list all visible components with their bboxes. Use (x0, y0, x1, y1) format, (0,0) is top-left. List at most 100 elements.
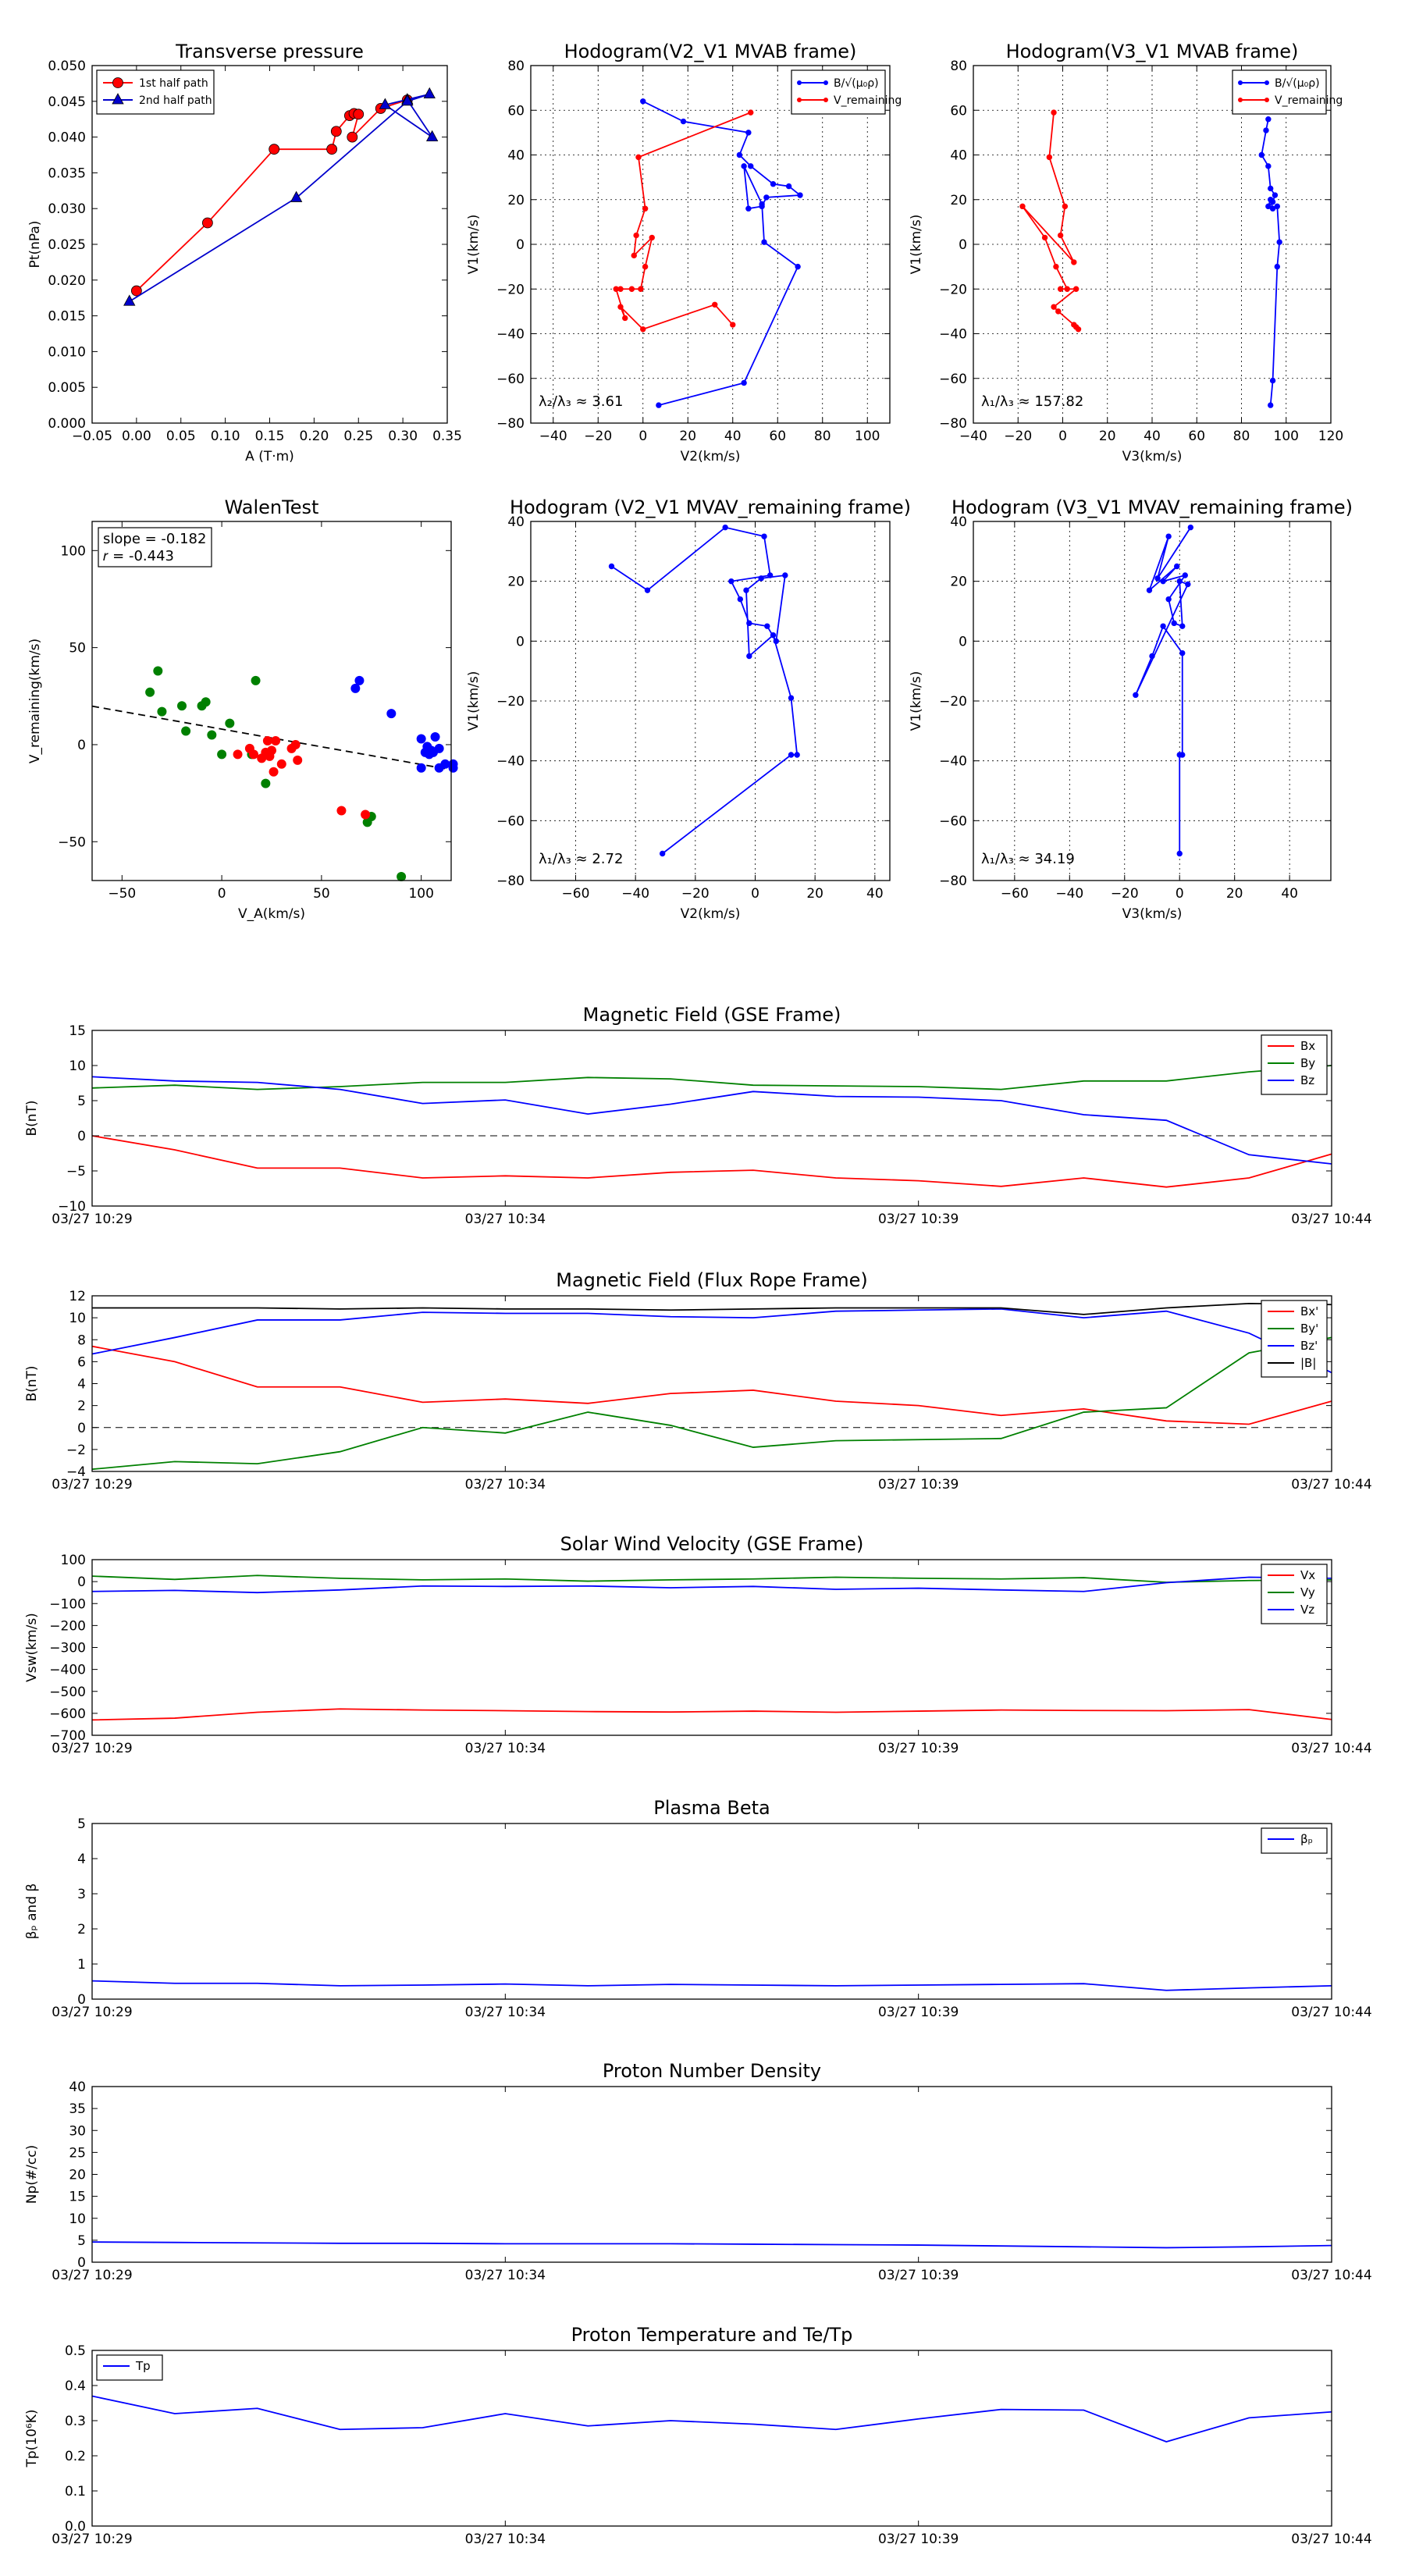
y-tick-label: 8 (77, 1332, 86, 1348)
legend-label: |B| (1300, 1356, 1316, 1370)
chart-title: Hodogram(V2_V1 MVAB frame) (564, 41, 857, 62)
y-tick-label: 0 (77, 1574, 86, 1590)
data-point (1274, 203, 1281, 210)
data-point (788, 695, 795, 701)
y-tick-label: 2 (77, 1399, 86, 1414)
x-tick-label: 40 (724, 429, 742, 444)
legend-label: By' (1300, 1322, 1318, 1336)
chart-vel: 03/27 10:29 03/27 10:34 03/27 10:39 03/27 1… (24, 1533, 1372, 1756)
chart-title: Proton Number Density (603, 2060, 821, 2082)
data-point (430, 732, 440, 742)
y-tick-label: −60 (496, 372, 525, 387)
y-tick-label: −700 (49, 1728, 86, 1744)
x-tick-label: 40 (866, 886, 884, 902)
legend-marker (797, 80, 802, 85)
y-axis-label: V1(km/s) (909, 671, 924, 731)
chart-h1: −40 −20 0 20 40 60 80 100 −80 −60 −40 −20 0 20 40 60 80 H… (466, 41, 902, 464)
chart-title: Hodogram (V3_V1 MVAV_remaining frame) (951, 496, 1353, 518)
series-line-magGSE-2 (91, 1076, 1332, 1165)
x-tick-label: 0 (218, 886, 226, 902)
chart-title: Hodogram (V2_V1 MVAV_remaining frame) (510, 496, 911, 518)
data-point (233, 749, 243, 760)
data-point (1268, 185, 1274, 192)
y-tick-label: −300 (49, 1641, 86, 1656)
y-tick-label: 0.045 (48, 94, 86, 110)
series-line-vel-1 (91, 1574, 1332, 1583)
legend-label: B/√(μ₀ρ) (834, 77, 879, 90)
y-tick-label: 40 (950, 148, 967, 164)
y-tick-label: 0.015 (48, 309, 86, 325)
y-axis-label: B(nT) (24, 1365, 40, 1401)
x-tick-label: 03/27 10:34 (465, 1212, 546, 1227)
y-tick-label: 0.025 (48, 237, 86, 253)
data-point (759, 201, 765, 208)
legend-marker (112, 93, 124, 105)
series-line-tpT-0 (91, 2395, 1332, 2443)
x-tick-label: −0.05 (72, 429, 112, 444)
x-tick-label: 03/27 10:29 (52, 1212, 132, 1227)
legend-marker (797, 98, 802, 102)
data-point (293, 755, 303, 765)
data-point (761, 239, 767, 245)
data-point (608, 563, 615, 570)
legend-label: By (1300, 1056, 1315, 1070)
y-axis-label: B(nT) (24, 1100, 40, 1136)
y-tick-label: 0.3 (65, 2414, 86, 2429)
y-tick-label: −400 (49, 1663, 86, 1678)
data-point (631, 252, 637, 259)
x-tick-label: 60 (1188, 429, 1205, 444)
data-point (1046, 154, 1053, 161)
data-point (730, 322, 736, 328)
plot-frame (91, 2350, 1332, 2527)
data-point (770, 632, 777, 639)
y-tick-label: −20 (496, 282, 525, 297)
x-tick-label: 03/27 10:29 (52, 2268, 132, 2283)
data-point (638, 286, 644, 292)
data-point (1041, 234, 1048, 241)
data-point (722, 524, 728, 531)
plot-frame (91, 1030, 1332, 1207)
x-tick-label: −60 (1001, 886, 1029, 902)
legend: B/√(μ₀ρ) V_remaining (1232, 69, 1343, 115)
stats-text: 𝑟 = -0.443 (103, 548, 174, 564)
data-point (642, 205, 649, 212)
chart-title: Proton Temperature and Te/Tp (571, 2324, 853, 2346)
series-tp-0 (130, 94, 413, 297)
data-point (1154, 575, 1161, 582)
eigenvalue-ratio-annotation: λ₁/λ₃ ≈ 2.72 (539, 851, 623, 867)
x-tick-label: 100 (855, 429, 880, 444)
series-line-vel-2 (91, 1576, 1332, 1594)
data-point (251, 675, 261, 685)
series-line-magFR-1 (91, 1336, 1332, 1471)
chart-title: WalenTest (225, 496, 319, 518)
data-point (276, 759, 286, 769)
chart-title: Transverse pressure (175, 41, 364, 62)
y-tick-label: 20 (950, 575, 967, 590)
legend-box (1261, 1034, 1328, 1095)
legend-box (791, 69, 886, 115)
legend-marker (823, 80, 828, 85)
y-tick-label: 0.5 (65, 2343, 86, 2359)
chart-title: Magnetic Field (Flux Rope Frame) (556, 1269, 867, 1291)
x-tick-label: 03/27 10:39 (878, 1212, 959, 1227)
y-tick-label: 5 (77, 1094, 86, 1109)
data-point (773, 638, 780, 645)
y-tick-label: 5 (77, 2233, 86, 2249)
x-tick-label: −50 (108, 886, 136, 902)
y-tick-label: 60 (950, 103, 967, 119)
data-point (622, 315, 628, 322)
y-tick-label: 80 (950, 59, 967, 74)
data-point (633, 232, 639, 239)
x-tick-label: 20 (1099, 429, 1116, 444)
data-point (628, 286, 635, 292)
data-point (1268, 402, 1274, 408)
y-tick-label: −200 (49, 1618, 86, 1634)
data-point (1263, 127, 1269, 133)
data-point (262, 735, 272, 745)
x-tick-label: 0.25 (343, 429, 373, 444)
data-point (1062, 203, 1069, 210)
data-point (1176, 578, 1183, 585)
chart-magFR: 03/27 10:29 03/27 10:34 03/27 10:39 03/27 1… (24, 1269, 1372, 1493)
legend-label: Bz' (1300, 1339, 1318, 1353)
